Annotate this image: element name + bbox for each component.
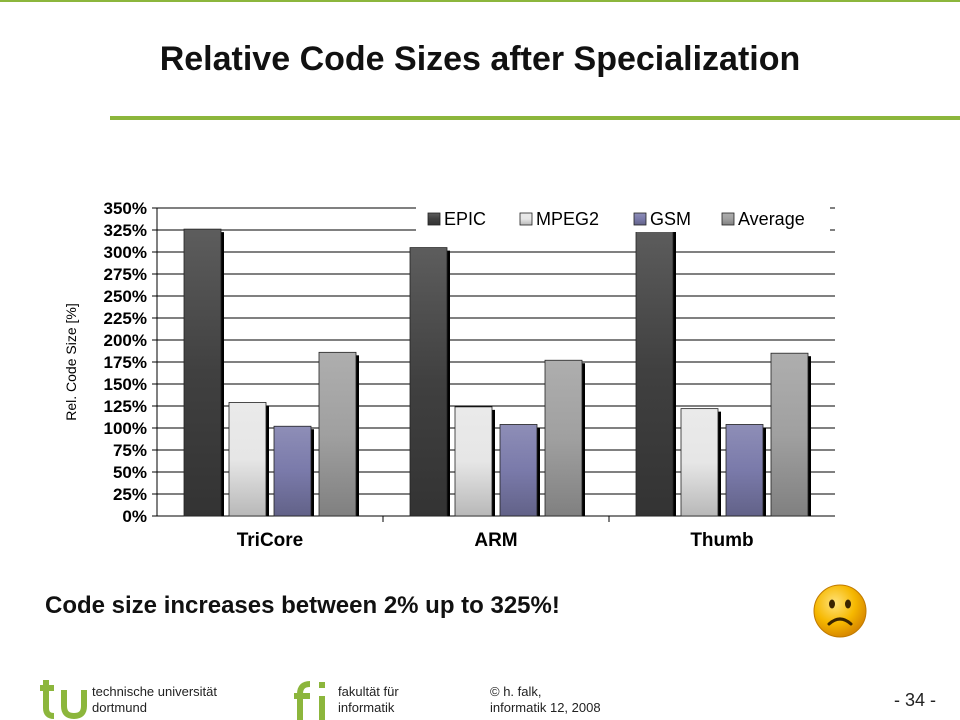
bar-average-tricore [318,351,357,517]
x-category-label: Thumb [690,530,753,551]
y-tick-label: 25% [113,485,147,504]
author-credit: © h. falk, informatik 12, 2008 [490,684,601,716]
page-number: - 34 - [893,690,936,710]
tu-logo [40,680,87,720]
bar-epic-thumb [635,226,674,517]
university-line-2: dortmund [92,700,147,715]
legend-label-gsm: GSM [650,209,691,229]
bar-mpeg2-arm [454,406,493,517]
bar-mpeg2-tricore [228,402,267,517]
y-tick-label: 50% [113,463,147,482]
legend-label-mpeg2: MPEG2 [536,209,599,229]
legend-swatch-average [721,212,735,226]
author-line-1: © h. falk, [490,684,542,699]
slide-title: Relative Code Sizes after Specialization [159,40,801,78]
legend-label-epic: EPIC [444,209,486,229]
fi-logo [294,681,325,720]
faculty-line-1: fakultät für [338,684,399,699]
y-tick-label: 325% [104,221,147,240]
x-category-label: ARM [474,530,517,551]
bar-gsm-tricore [273,425,312,517]
y-tick-label: 200% [104,331,147,350]
legend-label-average: Average [738,209,805,229]
y-tick-label: 125% [104,397,147,416]
university-name: technische universität dortmund [92,684,217,716]
sad-face-icon [813,584,867,638]
slide-caption: Code size increases between 2% up to 325… [45,592,560,619]
author-line-2: informatik 12, 2008 [490,700,601,715]
y-axis-label: Rel. Code Size [%] [63,303,79,421]
bar-gsm-thumb [725,424,764,517]
bar-epic-tricore [183,228,222,517]
y-tick-label: 75% [113,441,147,460]
legend-swatch-gsm [633,212,647,226]
university-line-1: technische universität [92,684,218,699]
bar-mpeg2-thumb [680,408,719,517]
bar-epic-arm [409,247,448,517]
y-tick-label: 150% [104,375,147,394]
y-tick-label: 250% [104,287,147,306]
footer: technische universität dortmund fakultät… [0,670,960,720]
y-tick-label: 350% [104,199,147,218]
legend-swatch-epic [427,212,441,226]
y-tick-label: 0% [122,507,147,526]
legend-box [416,206,830,232]
y-tick-label: 275% [104,265,147,284]
faculty-name: fakultät für informatik [338,684,399,716]
faculty-line-2: informatik [338,700,395,715]
bar-average-arm [544,359,583,517]
y-tick-label: 100% [104,419,147,438]
y-tick-label: 300% [104,243,147,262]
top-accent-line [0,0,960,2]
x-category-label: TriCore [237,530,304,551]
y-tick-label: 225% [104,309,147,328]
y-tick-label: 175% [104,353,147,372]
legend-swatch-mpeg2 [519,212,533,226]
title-underline [110,116,960,120]
bar-gsm-arm [499,424,538,517]
bar-average-thumb [770,352,809,517]
